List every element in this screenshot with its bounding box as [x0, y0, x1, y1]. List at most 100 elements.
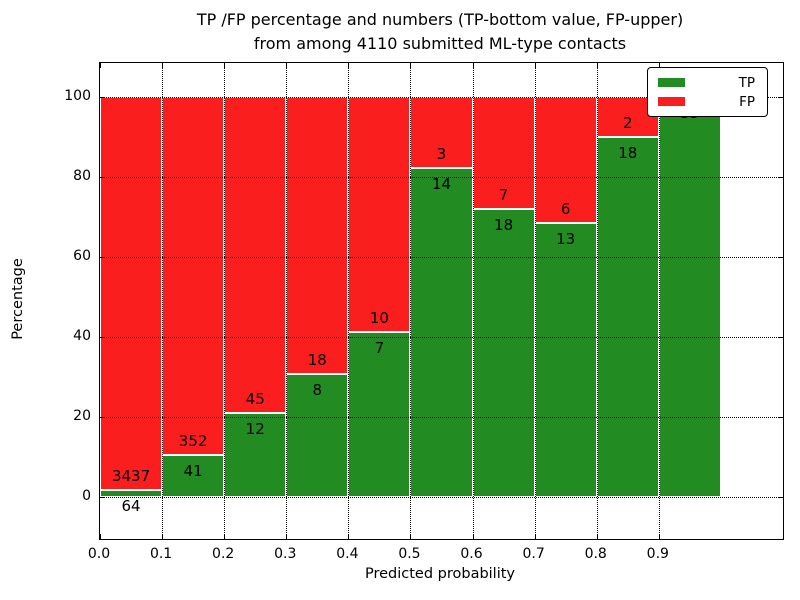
- x-tick-mark: [100, 63, 101, 68]
- bar-count-label-tp: 18: [618, 144, 638, 162]
- x-tick-mark: [100, 534, 101, 539]
- chart-title-line-2: from among 4110 submitted ML-type contac…: [253, 34, 627, 53]
- bar-segment-fp: [162, 97, 225, 456]
- fp-swatch-icon: [658, 97, 685, 106]
- y-tick-label: 60: [73, 248, 91, 264]
- bar-count-label-fp: 18: [307, 350, 327, 369]
- gridline-vertical: [348, 63, 350, 539]
- y-tick-mark: [100, 497, 105, 498]
- gridline-horizontal: [100, 417, 783, 418]
- x-tick-mark: [286, 63, 288, 68]
- gridline-horizontal: [100, 257, 783, 258]
- gridline-vertical: [596, 63, 598, 539]
- bar-segment-tp: [534, 223, 597, 497]
- legend-item: FP: [656, 92, 759, 111]
- x-tick-mark: [348, 63, 350, 68]
- y-tick-mark: [778, 97, 783, 98]
- y-axis-label: Percentage: [10, 258, 26, 340]
- x-tick-mark: [472, 63, 474, 68]
- plot-area: 64343741352124581871014318713618235: [99, 62, 784, 540]
- legend-item: TP: [656, 73, 759, 92]
- x-tick-label: 0.8: [584, 546, 607, 562]
- bar-segment-tp: [658, 97, 721, 497]
- bar-segment-fp: [348, 97, 411, 333]
- x-tick-label: 0.1: [149, 546, 173, 562]
- bar-segment-tp: [100, 489, 163, 497]
- x-tick-mark: [162, 63, 164, 68]
- bar-count-label-fp: 3: [436, 144, 447, 163]
- bar-count-label-fp: 3437: [111, 466, 151, 485]
- x-tick-mark: [224, 63, 226, 68]
- x-tick-mark: [410, 63, 412, 68]
- x-tick-label: 0.4: [336, 546, 359, 562]
- chart-title: TP /FP percentage and numbers (TP-bottom…: [90, 8, 790, 56]
- gridline-vertical: [534, 63, 536, 539]
- bar-segment-tp: [472, 209, 535, 497]
- bar-segment-tp: [410, 167, 473, 497]
- y-tick-mark: [778, 337, 783, 338]
- gridline-horizontal: [100, 497, 783, 498]
- chart-title-line-1: TP /FP percentage and numbers (TP-bottom…: [196, 10, 684, 29]
- y-tick-label: 80: [73, 168, 91, 184]
- x-tick-mark: [534, 534, 536, 539]
- gridline-vertical: [472, 63, 474, 539]
- y-tick-mark: [100, 337, 105, 338]
- x-tick-mark: [286, 534, 288, 539]
- bar-segment-fp: [534, 97, 597, 224]
- bar-count-label-tp: 7: [374, 339, 385, 358]
- bar-count-label-fp: 45: [245, 389, 265, 408]
- bar-count-label-fp: 352: [178, 432, 208, 451]
- bar-segment-fp: [472, 97, 535, 209]
- bar-segment-fp: [224, 97, 287, 413]
- x-tick-mark: [658, 534, 660, 539]
- gridline-horizontal: [100, 177, 783, 178]
- bar-count-label-tp: 64: [121, 496, 141, 515]
- bar-segment-fp: [100, 97, 163, 490]
- x-tick-mark: [410, 534, 412, 539]
- y-tick-mark: [100, 257, 105, 258]
- y-tick-label: 40: [73, 328, 91, 344]
- bar-segment-tp: [162, 455, 225, 497]
- bar-segment-tp: [596, 137, 659, 497]
- x-tick-mark: [658, 63, 660, 68]
- bar-segment-fp: [286, 97, 349, 374]
- bar-count-label-fp: 6: [560, 200, 571, 219]
- y-tick-mark: [100, 417, 105, 418]
- x-tick-label: 0.5: [398, 546, 421, 562]
- bar-segment-tp: [286, 373, 349, 497]
- x-tick-mark: [162, 534, 164, 539]
- bar-count-label-fp: 7: [498, 186, 509, 204]
- y-tick-mark: [778, 497, 783, 498]
- y-tick-mark: [778, 417, 783, 418]
- bar-count-label-tp: 18: [494, 216, 514, 234]
- bar-count-label-tp: 14: [431, 174, 452, 193]
- y-tick-mark: [778, 257, 783, 258]
- gridline-horizontal: [100, 337, 783, 338]
- legend: TP FP: [647, 67, 768, 117]
- gridline-vertical: [410, 63, 412, 539]
- x-tick-mark: [472, 534, 474, 539]
- y-tick-mark: [778, 177, 783, 178]
- tp-swatch-icon: [658, 78, 685, 87]
- legend-label: TP: [738, 74, 755, 91]
- x-tick-label: 0.3: [274, 546, 297, 562]
- gridline-vertical: [286, 63, 288, 539]
- bar-count-label-fp: 10: [369, 309, 389, 328]
- bar-count-label-fp: 2: [622, 114, 633, 132]
- bar-segment-tp: [348, 332, 411, 497]
- bar-count-label-tp: 13: [556, 230, 576, 249]
- x-tick-mark: [224, 534, 226, 539]
- x-tick-label: 0.0: [87, 546, 111, 562]
- x-tick-label: 0.7: [522, 546, 545, 562]
- gridline-vertical: [224, 63, 226, 539]
- x-tick-label: 0.9: [646, 546, 669, 562]
- x-tick-label: 0.6: [460, 546, 483, 562]
- y-tick-label: 100: [64, 88, 91, 104]
- y-tick-label: 20: [73, 408, 91, 424]
- bar-count-label-tp: 8: [312, 380, 323, 399]
- bar-count-label-tp: 41: [183, 462, 203, 481]
- x-tick-mark: [596, 63, 598, 68]
- y-tick-mark: [100, 177, 105, 178]
- x-tick-mark: [348, 534, 350, 539]
